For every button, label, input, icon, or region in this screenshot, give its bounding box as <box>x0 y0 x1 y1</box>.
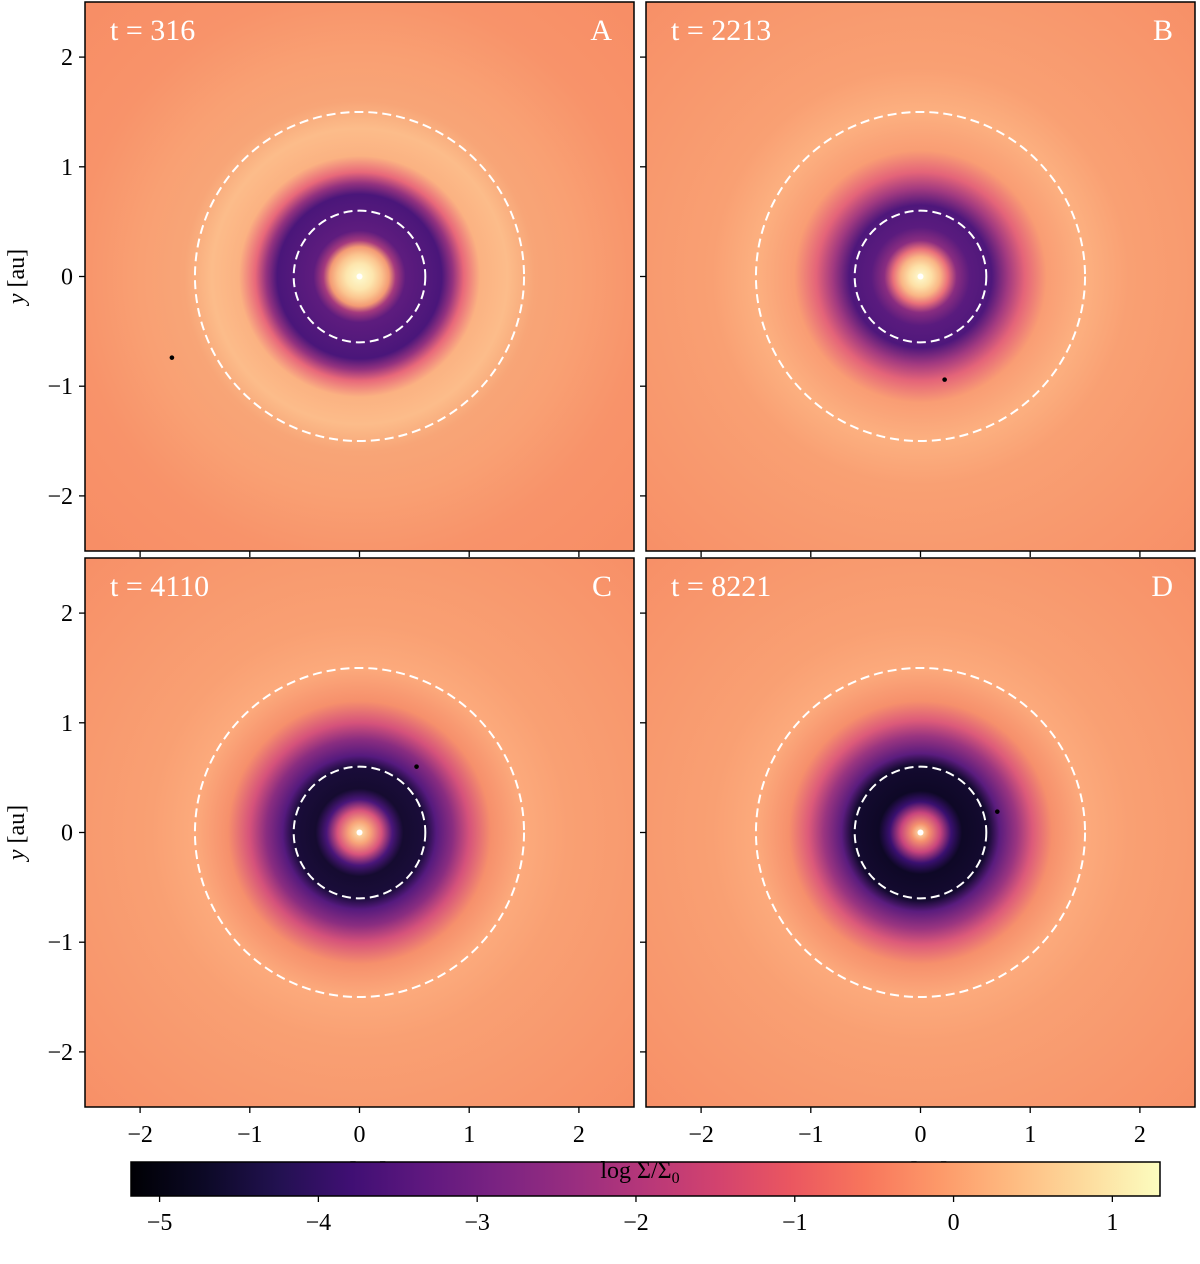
y-tick-label: −2 <box>47 1040 73 1066</box>
colorbar-tick-label: 1 <box>1106 1210 1118 1236</box>
x-tick-label: 0 <box>915 1122 927 1148</box>
colorbar-tick-label: −3 <box>464 1210 490 1236</box>
density-map <box>646 2 1195 551</box>
density-map <box>85 2 634 551</box>
panel-A: t = 316 A −2 −1 0 1 2 y [au] <box>4 1 635 557</box>
panel-letter: D <box>1151 570 1173 603</box>
dashed-circle <box>853 765 988 900</box>
panel-B: t = 2213 B <box>640 1 1196 557</box>
colorbar-tick-label: −4 <box>306 1210 332 1236</box>
time-label: t = 2213 <box>671 14 771 47</box>
time-label: t = 4110 <box>110 570 209 603</box>
planet-marker <box>414 764 419 769</box>
y-tick-label: 0 <box>61 821 73 847</box>
density-map <box>646 558 1195 1107</box>
y-tick-label: −1 <box>47 930 73 956</box>
y-tick-label: 2 <box>61 601 73 627</box>
dashed-circle <box>193 110 526 443</box>
star-marker <box>917 273 924 280</box>
y-tick-label: 1 <box>61 155 73 181</box>
y-tick-label: 2 <box>61 45 73 71</box>
colorbar-tick-label: −1 <box>782 1210 808 1236</box>
x-tick-label: −2 <box>688 1122 714 1148</box>
panel-letter: B <box>1153 14 1173 47</box>
star-marker <box>356 273 363 280</box>
colorbar-tick-label: −5 <box>147 1210 173 1236</box>
time-label: t = 8221 <box>671 570 771 603</box>
dashed-circle <box>853 209 988 344</box>
colorbar-tick-label: −2 <box>623 1210 649 1236</box>
y-axis-label: y [au] <box>4 805 30 862</box>
planet-marker <box>994 809 1000 814</box>
x-tick-label: 2 <box>1134 1122 1146 1148</box>
x-tick-label: 0 <box>354 1122 366 1148</box>
y-tick-label: 1 <box>61 711 73 737</box>
planet-marker <box>169 355 175 360</box>
x-tick-label: −1 <box>237 1122 263 1148</box>
y-tick-label: 0 <box>61 265 73 291</box>
x-tick-label: 1 <box>463 1122 475 1148</box>
star-marker <box>917 829 924 836</box>
panel-letter: C <box>592 570 612 603</box>
dashed-circle <box>754 110 1087 443</box>
time-label: t = 316 <box>110 14 195 47</box>
panel-letter: A <box>590 14 612 47</box>
colorbar-tick-label: 0 <box>948 1210 960 1236</box>
planet-marker <box>942 377 947 382</box>
x-tick-label: −2 <box>127 1122 153 1148</box>
star-marker <box>356 829 363 836</box>
dashed-circle <box>754 666 1087 999</box>
colorbar-label: log Σ/Σ0 <box>600 1158 679 1187</box>
dashed-circle <box>292 765 427 900</box>
x-tick-label: 1 <box>1024 1122 1036 1148</box>
density-map <box>85 558 634 1107</box>
dashed-circle <box>292 209 427 344</box>
y-tick-label: −1 <box>47 374 73 400</box>
x-tick-label: 2 <box>573 1122 585 1148</box>
dashed-circle <box>193 666 526 999</box>
y-tick-label: −2 <box>47 484 73 510</box>
colorbar: −5 −4 −3 −2 −1 0 1 log Σ/Σ0 <box>130 1158 1161 1236</box>
y-axis-label: y [au] <box>4 249 30 306</box>
colorbar-gradient <box>130 1161 1161 1197</box>
x-tick-label: −1 <box>798 1122 824 1148</box>
